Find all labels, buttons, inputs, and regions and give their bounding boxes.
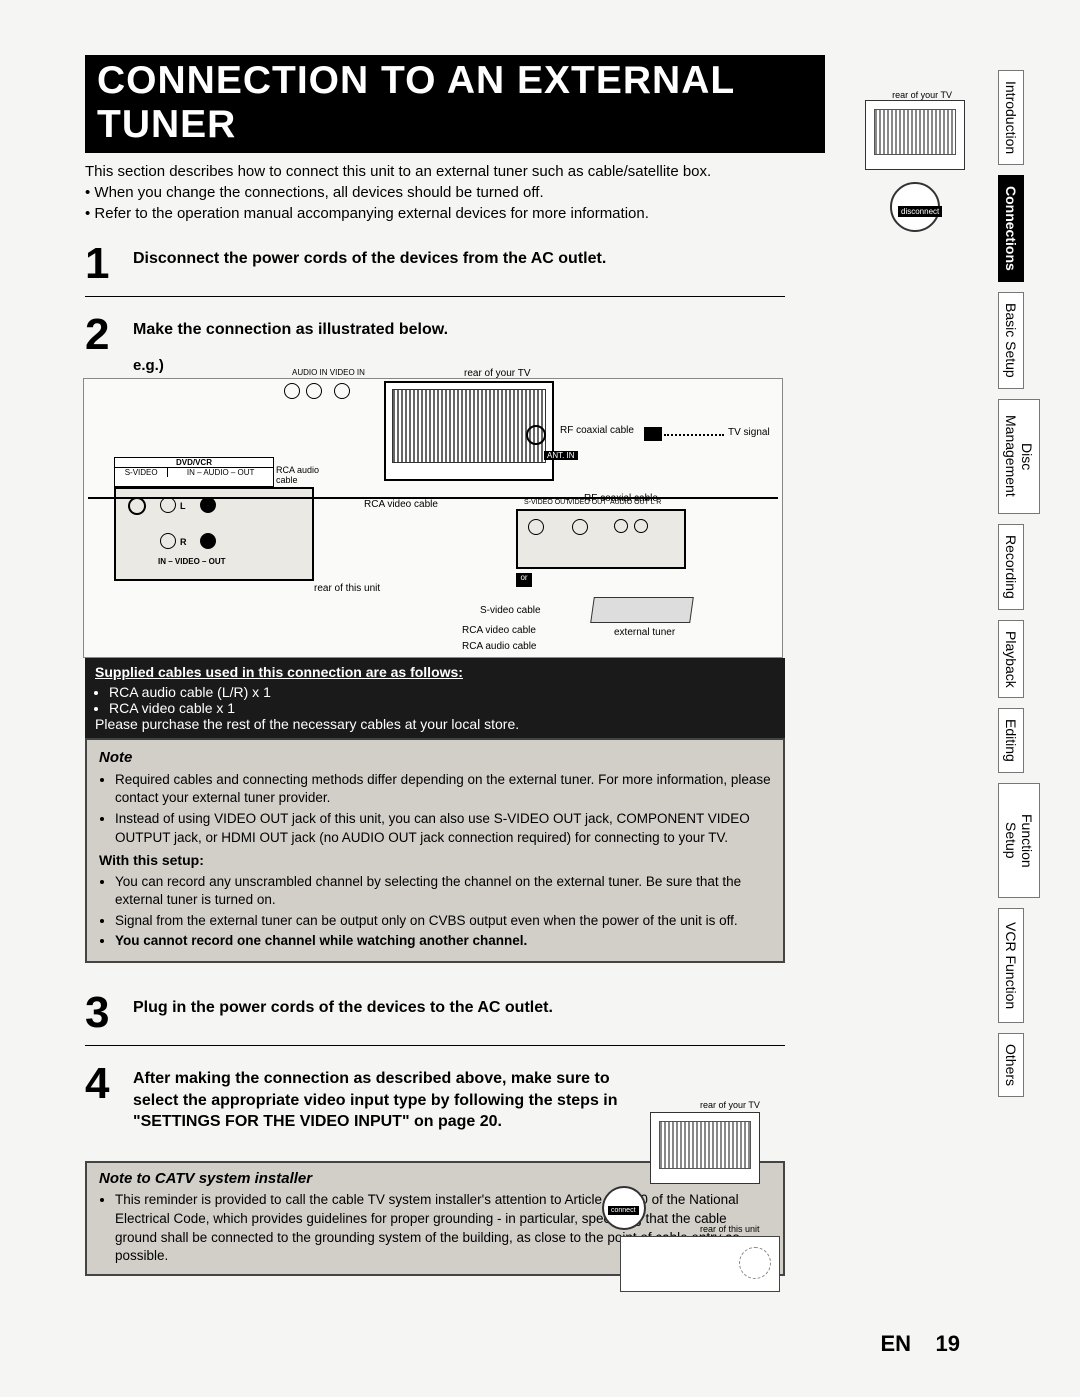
- tv-illustration-top: [865, 100, 965, 170]
- footer-page: 19: [936, 1331, 960, 1356]
- intro-text: This section describes how to connect th…: [85, 161, 825, 224]
- supplied-head: Supplied cables used in this connection …: [95, 664, 775, 680]
- plug-icon-2: connect: [602, 1186, 646, 1230]
- tuner-iso: [590, 597, 694, 623]
- step-number-3: 3: [85, 991, 133, 1035]
- step-number-1: 1: [85, 242, 133, 286]
- note-li1: Required cables and connecting methods d…: [115, 771, 771, 808]
- external-tuner-block: S-VIDEO OUT VIDEO OUT AUDIO OUT L R: [516, 509, 686, 569]
- intro-line-3: • Refer to the operation manual accompan…: [85, 203, 825, 224]
- diag-antin: ANT. IN: [544, 451, 578, 460]
- note-li2: Instead of using VIDEO OUT jack of this …: [115, 810, 771, 847]
- step-text-1: Disconnect the power cords of the device…: [133, 242, 726, 286]
- tab-disc-management[interactable]: Disc Management: [998, 399, 1040, 514]
- connect-label: connect: [608, 1206, 639, 1215]
- unit-illus-s3: [620, 1236, 780, 1292]
- diag-rcav1: RCA video cable: [364, 499, 438, 510]
- note-li3: You can record any unscrambled channel b…: [115, 873, 771, 910]
- diag-or: or: [516, 573, 532, 587]
- note-box: Note Required cables and connecting meth…: [85, 738, 785, 963]
- diag-svideo: S-video cable: [480, 605, 541, 616]
- supplied-cables-box: Supplied cables used in this connection …: [85, 658, 785, 738]
- tab-others[interactable]: Others: [998, 1033, 1024, 1097]
- intro-line-2: • When you change the connections, all d…: [85, 182, 825, 203]
- note-li5: You cannot record one channel while watc…: [115, 932, 771, 951]
- step-number-2: 2: [85, 313, 133, 357]
- svideo-label: S-VIDEO: [115, 468, 168, 477]
- step-3: 3 Plug in the power cords of the devices…: [85, 991, 825, 1035]
- note-title: Note: [99, 748, 771, 769]
- diag-rear-tv: rear of your TV: [464, 368, 531, 379]
- diag-rearunit: rear of this unit: [314, 583, 380, 594]
- rear-unit-block: L R IN – VIDEO – OUT: [114, 487, 314, 581]
- tab-recording[interactable]: Recording: [998, 524, 1024, 610]
- invideoout: IN – VIDEO – OUT: [158, 557, 226, 566]
- diag-rcav2: RCA video cable: [462, 625, 536, 636]
- tab-playback[interactable]: Playback: [998, 620, 1024, 699]
- rear-tv-label-top: rear of your TV: [892, 90, 952, 100]
- diag-audioin: AUDIO IN VIDEO IN: [292, 368, 365, 377]
- note-li4: Signal from the external tuner can be ou…: [115, 912, 771, 931]
- page-footer: EN 19: [881, 1331, 961, 1357]
- rear-unit-s3: rear of this unit: [700, 1224, 760, 1234]
- step-text-2: Make the connection as illustrated below…: [133, 313, 568, 357]
- disconnect-label: disconnect: [898, 206, 942, 217]
- connection-diagram: rear of your TV AUDIO IN VIDEO IN ANT. I…: [83, 378, 783, 658]
- inaudioout-label: IN – AUDIO – OUT: [168, 468, 273, 477]
- diag-rf1: RF coaxial cable: [560, 425, 634, 436]
- step-1: 1 Disconnect the power cords of the devi…: [85, 242, 825, 286]
- step-text-3: Plug in the power cords of the devices t…: [133, 991, 673, 1035]
- tab-editing[interactable]: Editing: [998, 708, 1024, 773]
- diag-tvsig: TV signal: [728, 427, 770, 438]
- diag-exttuner: external tuner: [614, 627, 675, 638]
- step-number-4: 4: [85, 1062, 133, 1133]
- tv-illustration-s3: [650, 1112, 760, 1184]
- tab-function-setup[interactable]: Function Setup: [998, 783, 1040, 898]
- note-sub: With this setup:: [99, 851, 771, 870]
- supplied-foot: Please purchase the rest of the necessar…: [95, 716, 775, 732]
- intro-line-1: This section describes how to connect th…: [85, 161, 825, 182]
- tab-vcr-function[interactable]: VCR Function: [998, 908, 1024, 1023]
- page-title: CONNECTION TO AN EXTERNAL TUNER: [85, 55, 825, 153]
- plug-icon: disconnect: [890, 182, 940, 232]
- section-tabs: Introduction Connections Basic Setup Dis…: [998, 70, 1040, 1107]
- tab-basic-setup[interactable]: Basic Setup: [998, 292, 1024, 389]
- step-2: 2 Make the connection as illustrated bel…: [85, 313, 825, 357]
- rca-audio-lbl1: RCA audiocable: [276, 465, 319, 485]
- rear-tv-s3: rear of your TV: [700, 1100, 760, 1110]
- tab-connections[interactable]: Connections: [998, 175, 1024, 282]
- supplied-li2: RCA video cable x 1: [109, 700, 775, 716]
- unit-dvdvcr: DVD/VCR S-VIDEO IN – AUDIO – OUT: [114, 457, 274, 487]
- supplied-li1: RCA audio cable (L/R) x 1: [109, 684, 775, 700]
- diag-rcaa2: RCA audio cable: [462, 641, 537, 652]
- dvdvcr-label: DVD/VCR: [115, 458, 273, 468]
- tab-introduction[interactable]: Introduction: [998, 70, 1024, 165]
- footer-en: EN: [881, 1331, 912, 1356]
